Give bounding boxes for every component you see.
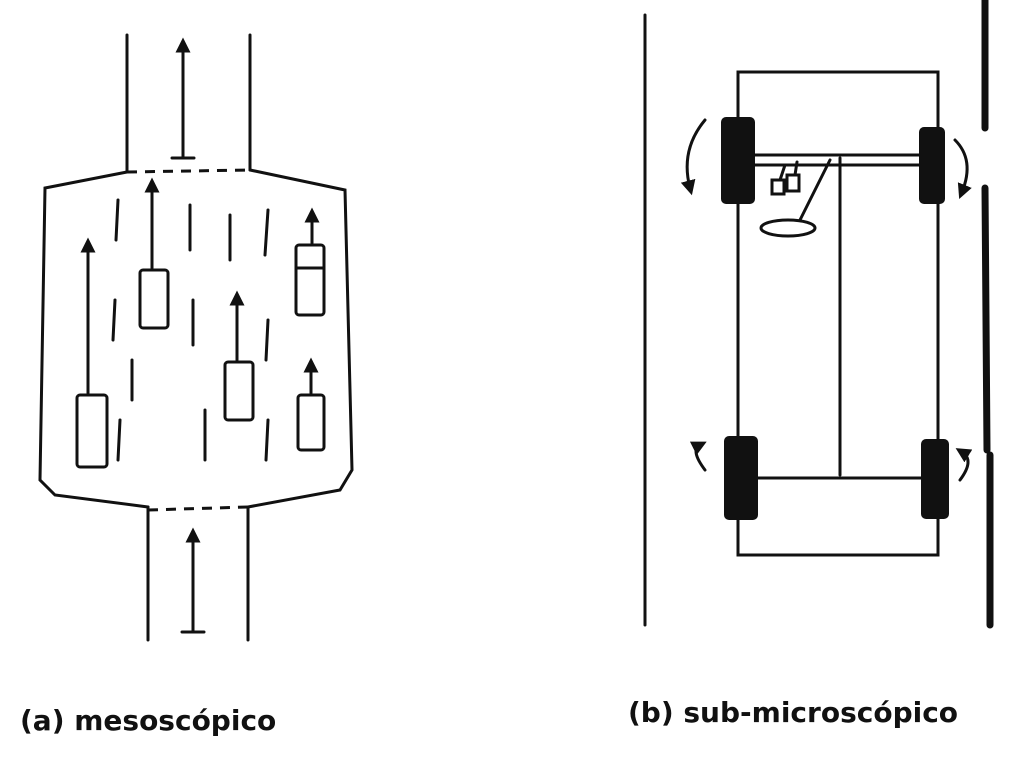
panel-b <box>643 0 994 629</box>
panel-a <box>38 33 354 642</box>
panel-caption: (b) sub-microscópico <box>628 696 958 729</box>
panel-caption: (a) mesoscópico <box>20 704 276 737</box>
